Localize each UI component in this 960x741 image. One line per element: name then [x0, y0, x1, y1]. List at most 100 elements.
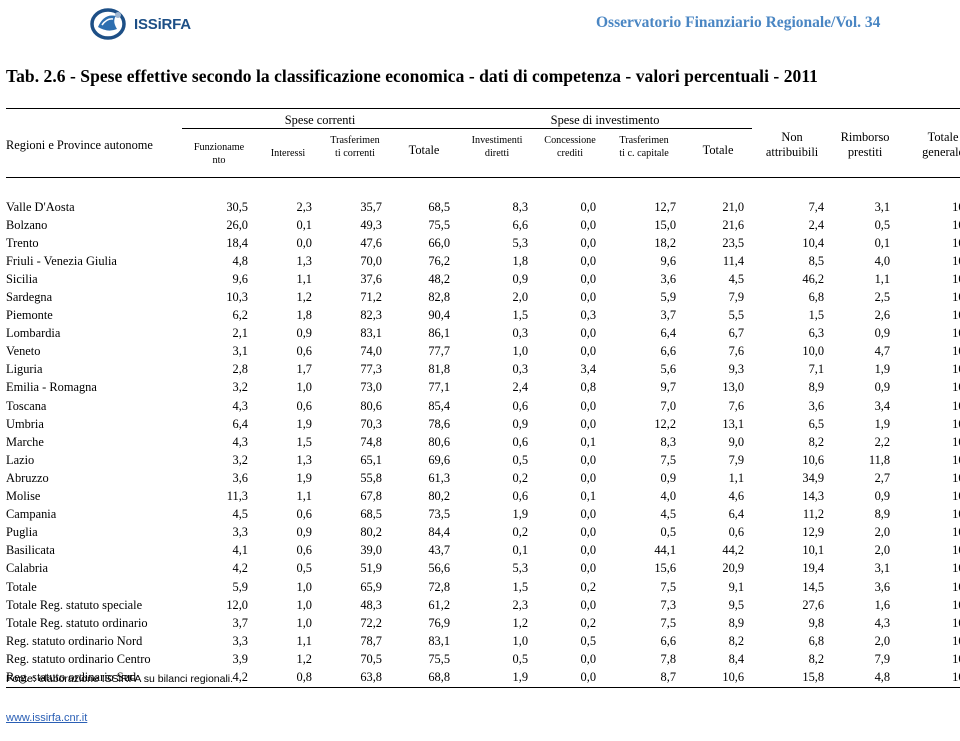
region-name-cell: Bolzano — [6, 217, 48, 232]
region-name-cell: Abruzzo — [6, 470, 49, 485]
value-cell: 0,6 — [296, 344, 313, 359]
value-cell: 100,0 — [952, 434, 960, 449]
value-cell: 9,8 — [808, 615, 825, 630]
value-cell: 7,9 — [728, 290, 745, 305]
value-cell: 100,0 — [952, 579, 960, 594]
table-row: Campania 4,5 0,6 68,5 73,5 1,9 0,0 4,5 6,4 11,2 8,… — [6, 506, 960, 524]
value-cell: 2,6 — [874, 308, 891, 323]
table-row: Bolzano 26,0 0,1 49,3 75,5 6,6 0,0 15,0 21,6 2,4 0… — [6, 216, 960, 234]
value-cell: 80,2 — [428, 489, 451, 504]
brand-name: ISSiRFA — [134, 15, 191, 33]
value-cell: 2,8 — [232, 362, 249, 377]
value-cell: 65,1 — [360, 452, 382, 467]
value-cell: 8,3 — [660, 434, 677, 449]
value-cell: 1,3 — [296, 253, 313, 268]
value-cell: 3,6 — [660, 271, 677, 286]
value-cell: 0,0 — [296, 235, 313, 250]
value-cell: 7,6 — [728, 398, 745, 413]
table-body: Valle D'Aosta 30,5 2,3 35,7 68,5 8,3 0,0 12,7 21… — [6, 178, 960, 688]
value-cell: 4,5 — [660, 507, 677, 522]
value-cell: 26,0 — [226, 217, 248, 232]
value-cell: 0,5 — [296, 561, 313, 576]
value-cell: 70,5 — [360, 651, 382, 666]
value-cell: 65,9 — [360, 579, 382, 594]
website-link[interactable]: www.issirfa.cnr.it — [6, 712, 88, 724]
value-cell: 0,3 — [580, 308, 597, 323]
value-cell: 2,3 — [296, 199, 313, 214]
value-cell: 0,0 — [580, 326, 597, 341]
value-cell: 4,5 — [232, 507, 249, 522]
region-name-cell: Molise — [6, 489, 41, 504]
value-cell: 10,6 — [802, 452, 825, 467]
value-cell: 100,0 — [952, 633, 960, 648]
region-name-cell: Puglia — [6, 525, 38, 540]
header-row-groups: Regioni e Province autonome Spese corren… — [6, 108, 960, 178]
region-name-cell: Piemonte — [6, 308, 53, 323]
value-cell: 100,0 — [952, 507, 960, 522]
table-row: Umbria 6,4 1,9 70,3 78,6 0,9 0,0 12,2 13,1 6,5 1,9… — [6, 415, 960, 433]
value-cell: 1,9 — [296, 470, 313, 485]
region-column-header: Regioni e Province autonome — [6, 108, 182, 178]
value-cell: 1,0 — [296, 597, 313, 612]
expenditure-table: Regioni e Province autonome Spese corren… — [6, 108, 960, 688]
value-cell: 0,0 — [580, 235, 597, 250]
value-cell: 5,6 — [660, 362, 677, 377]
value-cell: 6,6 — [660, 344, 677, 359]
value-cell: 9,7 — [660, 380, 677, 395]
issirfa-emblem-icon — [90, 8, 126, 40]
table-row: Reg. statuto ordinario Sud 4,2 0,8 63,8 68,8… — [6, 668, 960, 688]
value-cell: 2,1 — [232, 326, 249, 341]
region-name-cell: Totale Reg. statuto speciale — [6, 597, 143, 612]
value-cell: 1,0 — [296, 615, 313, 630]
value-cell: 100,0 — [952, 290, 960, 305]
value-cell: 8,9 — [728, 615, 745, 630]
value-cell: 4,0 — [874, 253, 891, 268]
value-cell: 100,0 — [952, 362, 960, 377]
value-cell: 75,5 — [428, 217, 451, 232]
value-cell: 100,0 — [952, 217, 960, 232]
value-cell: 1,5 — [808, 308, 825, 323]
table-row: Abruzzo 3,6 1,9 55,8 61,3 0,2 0,0 0,9 1,1 34,9 2,7… — [6, 469, 960, 487]
value-cell: 14,3 — [802, 489, 825, 504]
value-cell: 1,0 — [296, 380, 313, 395]
col-header-investimenti-diretti: Investimenti diretti — [458, 128, 537, 178]
table-row: Lombardia 2,1 0,9 83,1 86,1 0,3 0,0 6,4 6,7 6,3 0,… — [6, 325, 960, 343]
source-note: Fonte: elaborazione ISSiRFA su bilanci r… — [6, 673, 234, 685]
value-cell: 83,1 — [428, 633, 451, 648]
value-cell: 1,2 — [296, 290, 313, 305]
value-cell: 6,5 — [808, 416, 825, 431]
col-header-totale-generale: Totale generale — [898, 108, 960, 178]
value-cell: 77,1 — [428, 380, 451, 395]
value-cell: 11,4 — [722, 253, 745, 268]
value-cell: 4,1 — [232, 543, 249, 558]
value-cell: 0,9 — [512, 416, 529, 431]
value-cell: 10,4 — [802, 235, 825, 250]
value-cell: 0,0 — [580, 543, 597, 558]
region-name-cell: Trento — [6, 235, 39, 250]
table-row: Reg. statuto ordinario Nord 3,3 1,1 78,7 83,… — [6, 632, 960, 650]
value-cell: 1,9 — [512, 507, 529, 522]
value-cell: 100,0 — [952, 470, 960, 485]
col-header-trasferimenti-capitale: Trasferimen ti c. capitale — [604, 128, 685, 178]
value-cell: 0,5 — [660, 525, 677, 540]
value-cell: 3,1 — [874, 199, 891, 214]
region-name-cell: Reg. statuto ordinario Nord — [6, 633, 143, 648]
value-cell: 44,1 — [654, 543, 677, 558]
value-cell: 0,6 — [512, 434, 529, 449]
value-cell: 9,5 — [728, 597, 745, 612]
value-cell: 3,6 — [808, 398, 825, 413]
value-cell: 84,4 — [428, 525, 451, 540]
value-cell: 100,0 — [952, 271, 960, 286]
value-cell: 1,0 — [512, 633, 529, 648]
value-cell: 1,9 — [874, 362, 891, 377]
value-cell: 100,0 — [952, 253, 960, 268]
value-cell: 3,2 — [232, 380, 249, 395]
issirfa-logo: ISSiRFA — [90, 4, 191, 44]
value-cell: 2,0 — [874, 633, 891, 648]
value-cell: 9,1 — [728, 579, 745, 594]
col-header-non-attribuibili: Non attribuibili — [752, 108, 833, 178]
value-cell: 80,2 — [360, 525, 382, 540]
value-cell: 7,4 — [808, 199, 825, 214]
value-cell: 9,0 — [728, 434, 745, 449]
table-row: Piemonte 6,2 1,8 82,3 90,4 1,5 0,3 3,7 5,5 1,5 2,6… — [6, 307, 960, 325]
